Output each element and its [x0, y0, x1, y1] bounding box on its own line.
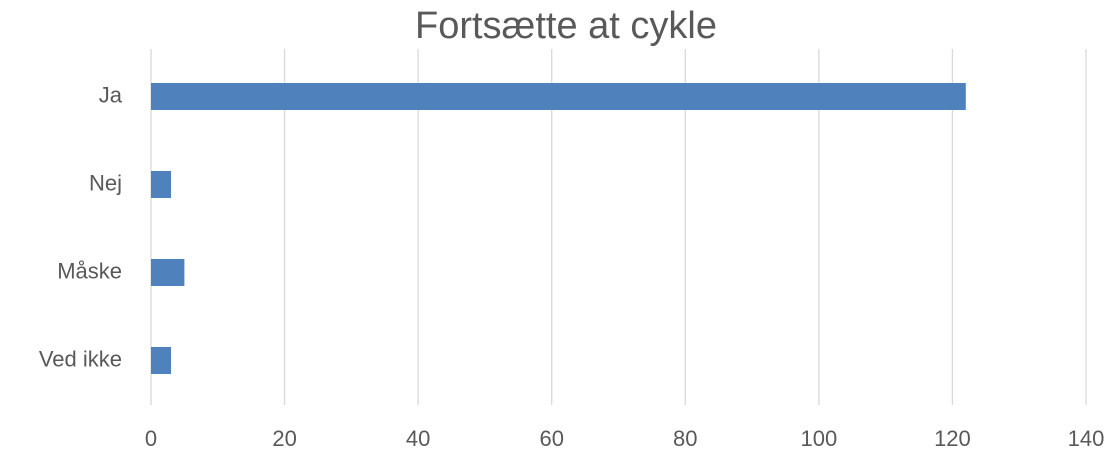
- x-tick-label: 20: [272, 426, 296, 451]
- y-tick-label: Nej: [89, 170, 122, 195]
- x-tick-label: 40: [406, 426, 430, 451]
- x-tick-label: 60: [539, 426, 563, 451]
- x-tick-label: 0: [145, 426, 157, 451]
- y-tick-label: Ved ikke: [39, 346, 122, 371]
- bar: [151, 171, 172, 198]
- y-tick-label: Ja: [99, 82, 123, 107]
- y-tick-label: Måske: [57, 258, 122, 283]
- x-tick-label: 80: [673, 426, 697, 451]
- x-tick-label: 120: [934, 426, 971, 451]
- bar: [151, 259, 185, 286]
- chart-title: Fortsætte at cykle: [415, 5, 717, 47]
- x-tick-label: 140: [1068, 426, 1105, 451]
- bar: [151, 347, 172, 374]
- bar: [151, 83, 966, 110]
- x-tick-label: 100: [800, 426, 837, 451]
